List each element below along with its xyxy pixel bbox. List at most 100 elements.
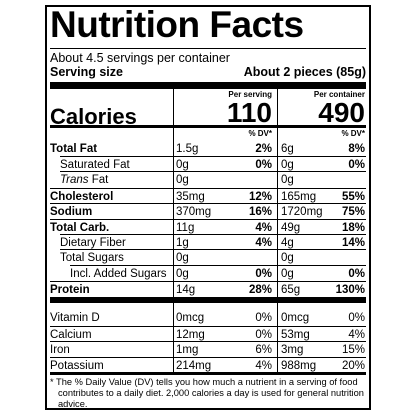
nutrient-row: Iron 1mg 6% 3mg 15% <box>50 341 366 357</box>
nutrient-name: Calcium <box>50 328 92 341</box>
nutrient-name: Dietary Fiber <box>60 236 126 249</box>
serving-amount: 1.5g <box>176 143 199 155</box>
container-amount: 1720mg <box>281 206 323 219</box>
container-amount: 53mg <box>281 328 310 341</box>
thick-rule <box>50 82 366 89</box>
dv-header: % DV* <box>248 129 272 138</box>
column-divider <box>277 88 278 373</box>
nutrient-name: Cholesterol <box>50 190 114 203</box>
serving-amount: 1mg <box>176 344 199 357</box>
nutrient-row: Protein 14g 28% 65g 130% <box>50 281 366 297</box>
nutrient-row: Total Sugars 0g 0g <box>50 249 366 265</box>
rule <box>50 372 366 375</box>
nutrient-row: Dietary Fiber 1g 4% 4g 14% <box>50 233 366 250</box>
serving-amount: 0g <box>176 252 189 265</box>
container-dv: 0% <box>348 158 365 171</box>
serving-amount: 35mg <box>176 190 205 203</box>
container-dv: 4% <box>348 328 365 341</box>
nutrient-row: Potassium 214mg 4% 988mg 20% <box>50 356 366 373</box>
container-dv: 15% <box>341 344 365 357</box>
serving-amount: 214mg <box>176 359 212 372</box>
container-amount: 0g <box>281 174 294 187</box>
container-amount: 4g <box>281 236 294 249</box>
container-amount: 49g <box>281 222 301 234</box>
column-divider <box>173 88 174 373</box>
row-rule <box>60 155 366 157</box>
rule <box>50 125 366 128</box>
title: Nutrition Facts <box>50 4 304 45</box>
servings: About 4.5 servings per container <box>50 51 230 65</box>
serving-amount: 0g <box>176 174 189 187</box>
container-dv: 14% <box>341 236 365 249</box>
container-amount: 65g <box>281 284 301 297</box>
serving-dv: 16% <box>248 206 272 219</box>
nutrient-name: Iron <box>50 344 70 357</box>
nutrient-name-rest: Fat <box>91 174 109 187</box>
rule <box>50 48 366 49</box>
container-dv: 130% <box>335 284 365 297</box>
container-amount: 988mg <box>281 359 317 372</box>
calories-per-serving: 110 <box>226 97 272 128</box>
serving-size-value: About 2 pieces (85g) <box>243 65 366 79</box>
container-dv: 0% <box>348 267 365 280</box>
container-dv: 75% <box>341 206 365 219</box>
container-amount: 165mg <box>281 190 317 203</box>
calories-label: Calories <box>50 104 137 129</box>
nutrient-name-italic: Trans <box>60 174 89 187</box>
nutrient-row: Saturated Fat 0g 0% 0g 0% <box>50 155 366 172</box>
nutrient-name: Total Sugars <box>60 252 124 265</box>
serving-amount: 0g <box>176 267 189 280</box>
nutrient-row: Incl. Added Sugars 0g 0% 0g 0% <box>50 264 366 281</box>
serving-amount: 1g <box>176 236 189 249</box>
nutrient-name: Trans Fat <box>60 174 108 186</box>
serving-amount: 370mg <box>176 206 212 219</box>
serving-dv: 4% <box>255 236 272 249</box>
nutrient-name: Potassium <box>50 359 104 372</box>
container-dv: 18% <box>341 222 365 234</box>
container-amount: 0g <box>281 252 294 265</box>
serving-dv: 4% <box>255 222 272 234</box>
nutrient-row: Total Carb. 11g 4% 49g 18% <box>50 219 366 235</box>
serving-dv: 0% <box>255 158 272 171</box>
serving-amount: 0mcg <box>176 312 205 324</box>
container-dv: 8% <box>348 143 365 155</box>
calories-per-container: 490 <box>318 97 365 128</box>
nutrient-name: Protein <box>50 284 90 297</box>
serving-amount: 14g <box>176 284 196 297</box>
container-dv: 20% <box>341 359 365 372</box>
serving-amount: 11g <box>176 222 195 234</box>
serving-dv: 0% <box>255 312 272 324</box>
label-border <box>45 5 371 410</box>
container-amount: 0g <box>281 267 294 280</box>
serving-amount: 0g <box>176 158 189 171</box>
serving-dv: 0% <box>255 328 272 341</box>
per-container-label: Per container <box>313 90 365 99</box>
serving-dv: 12% <box>248 190 272 203</box>
nutrient-row: Calcium 12mg 0% 53mg 4% <box>50 325 366 342</box>
nutrient-row: Trans Fat 0g 0g <box>50 171 366 187</box>
nutrient-row: Total Fat 1.5g 2% 6g 8% <box>50 141 366 156</box>
nutrient-name: Incl. Added Sugars <box>70 267 167 280</box>
container-dv: 0% <box>348 312 365 324</box>
footnote: * The % Daily Value (DV) tells you how m… <box>50 377 364 409</box>
dv-header: % DV* <box>341 129 365 138</box>
serving-size-label: Serving size <box>50 65 123 79</box>
nutrient-row: Vitamin D 0mcg 0% 0mcg 0% <box>50 310 366 325</box>
nutrient-name: Total Fat <box>50 143 98 155</box>
container-amount: 0mcg <box>281 312 310 324</box>
serving-dv: 0% <box>255 267 272 280</box>
row-rule <box>70 264 366 266</box>
nutrient-row: Sodium 370mg 16% 1720mg 75% <box>50 203 366 219</box>
nutrient-name: Saturated Fat <box>60 158 130 171</box>
serving-dv: 6% <box>255 344 272 357</box>
per-serving-label: Per serving <box>228 90 272 99</box>
row-rule <box>60 171 366 173</box>
serving-amount: 12mg <box>176 328 205 341</box>
nutrient-name: Total Carb. <box>50 222 110 234</box>
nutrient-row: Cholesterol 35mg 12% 165mg 55% <box>50 187 366 204</box>
serving-dv: 28% <box>248 284 272 297</box>
row-rule <box>60 249 366 251</box>
container-amount: 6g <box>281 143 294 155</box>
serving-dv: 4% <box>255 359 272 372</box>
